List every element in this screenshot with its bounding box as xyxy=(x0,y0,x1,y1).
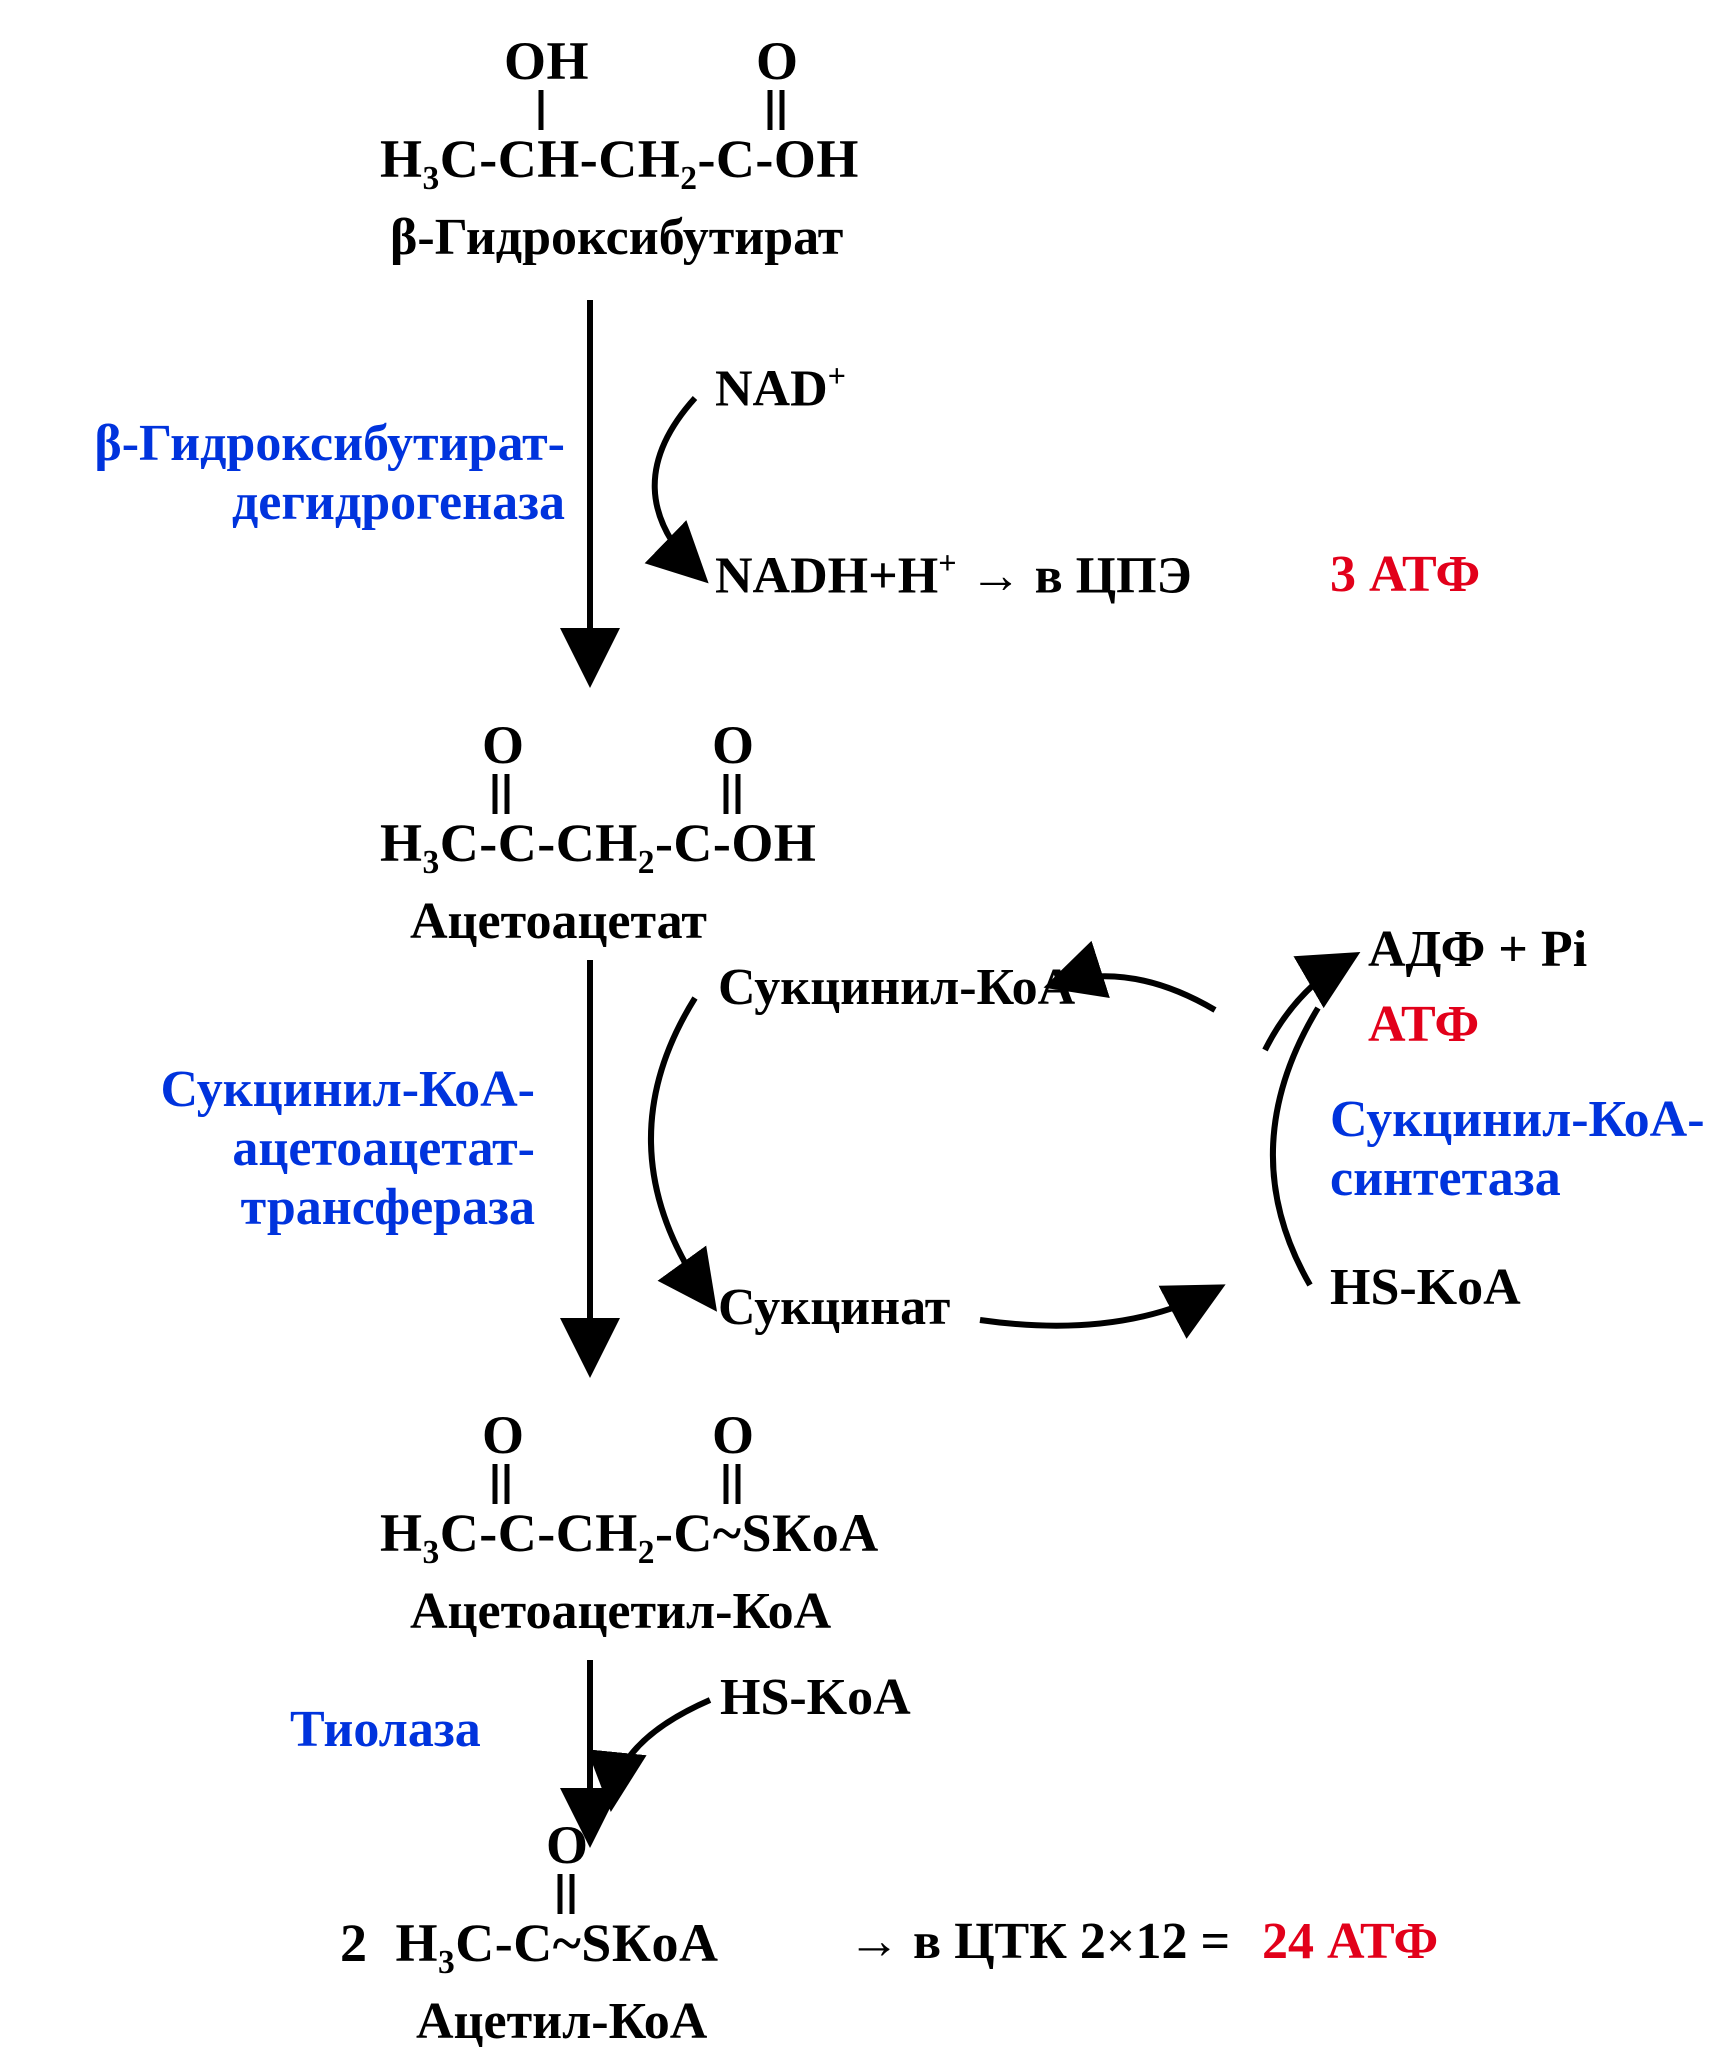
acetyl-coa-o: O xyxy=(546,1814,589,1876)
acac-o1: O xyxy=(482,714,525,776)
succinate-label: Сукцинат xyxy=(718,1278,950,1337)
acac-coa-o2: O xyxy=(712,1404,755,1466)
acac-name: Ацетоацетат xyxy=(410,892,707,951)
atp-label: АТФ xyxy=(1368,995,1479,1054)
acac-coa-formula: H3C-C-CH2-C~SКoA xyxy=(380,1502,879,1572)
nadh-to-etc: NADH+H+ → в ЦПЭ xyxy=(715,545,1192,605)
nad-plus: NAD+ xyxy=(715,358,846,418)
hscoa-right: HS-KoA xyxy=(1330,1258,1521,1317)
bhb-formula: H3C-CH-CH2-C-OH xyxy=(380,128,859,198)
acetyl-coa-formula: 2 H3C-C~SКoA xyxy=(340,1912,719,1982)
ketone-body-utilization-pathway: OH O H3C-CH-CH2-C-OH β-Гидроксибутират β… xyxy=(0,0,1726,2044)
acac-coa-name: Ацетоацетил-КоА xyxy=(410,1582,831,1641)
adp-pi: АДФ + Рі xyxy=(1368,920,1587,979)
enzyme-thiolase: Тиолаза xyxy=(290,1700,481,1759)
bhb-o: O xyxy=(756,30,799,92)
enzyme-bhb-dehydrogenase: β-Гидроксибутират- дегидрогеназа xyxy=(40,414,565,532)
enzyme-succinyl-coa-synthetase: Сукцинил-КоА- синтетаза xyxy=(1330,1090,1725,1208)
atp-yield-3: 3 АТФ xyxy=(1330,545,1480,604)
atp-yield-24: 24 АТФ xyxy=(1262,1912,1438,1971)
acac-coa-o1: O xyxy=(482,1404,525,1466)
bhb-oh: OH xyxy=(504,30,589,92)
acac-o2: O xyxy=(712,714,755,776)
hscoa-thiolase: HS-KoA xyxy=(720,1668,911,1727)
enzyme-scot: Сукцинил-КоА- ацетоацетат- трансфераза xyxy=(80,1060,535,1237)
bhb-name: β-Гидроксибутират xyxy=(390,208,843,267)
succinyl-coa-label: Сукцинил-КоА xyxy=(718,958,1075,1017)
acac-formula: H3C-C-CH2-C-OH xyxy=(380,812,816,882)
acetyl-coa-name: Ацетил-КоА xyxy=(416,1992,707,2051)
to-tca: → в ЦТК 2×12 = xyxy=(848,1912,1230,1971)
